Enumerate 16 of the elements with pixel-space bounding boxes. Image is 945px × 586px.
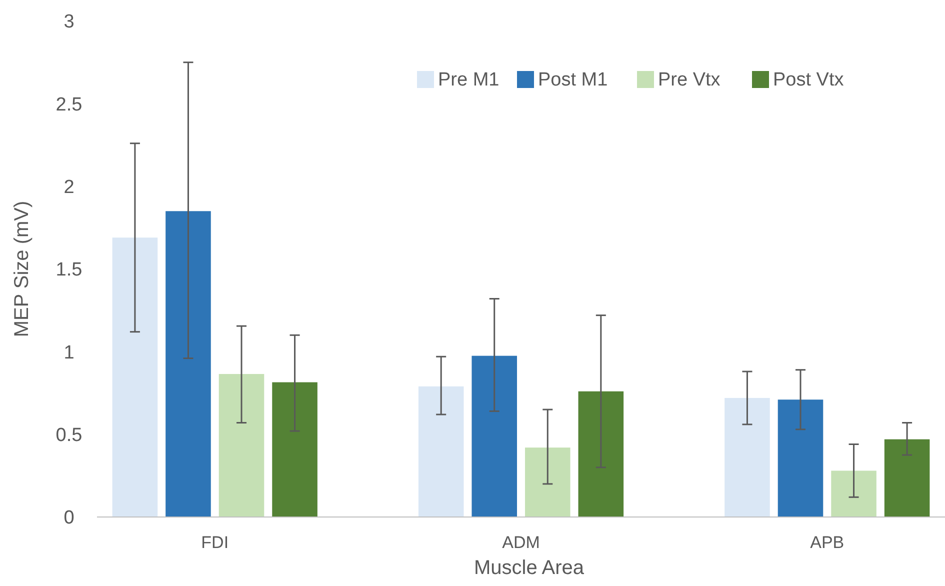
legend-label: Post Vtx — [773, 70, 844, 91]
y-tick-label: 1.5 — [56, 260, 82, 281]
x-axis-title: Muscle Area — [474, 557, 585, 579]
legend-label: Post M1 — [538, 70, 608, 91]
x-tick-label: FDI — [201, 532, 229, 552]
y-tick-label: 0 — [64, 508, 74, 529]
y-axis-title: MEP Size (mV) — [11, 200, 33, 338]
x-tick-label: ADM — [502, 532, 540, 552]
y-tick-label: 1 — [64, 342, 74, 364]
x-tick-label: APB — [810, 532, 844, 552]
y-tick-label: 2 — [64, 176, 74, 198]
legend-label: Pre M1 — [438, 70, 500, 91]
legend-label: Pre Vtx — [658, 70, 721, 91]
y-tick-label: 0.5 — [56, 424, 82, 446]
y-tick-label: 3 — [64, 12, 74, 33]
y-tick-label: 2.5 — [56, 94, 82, 116]
